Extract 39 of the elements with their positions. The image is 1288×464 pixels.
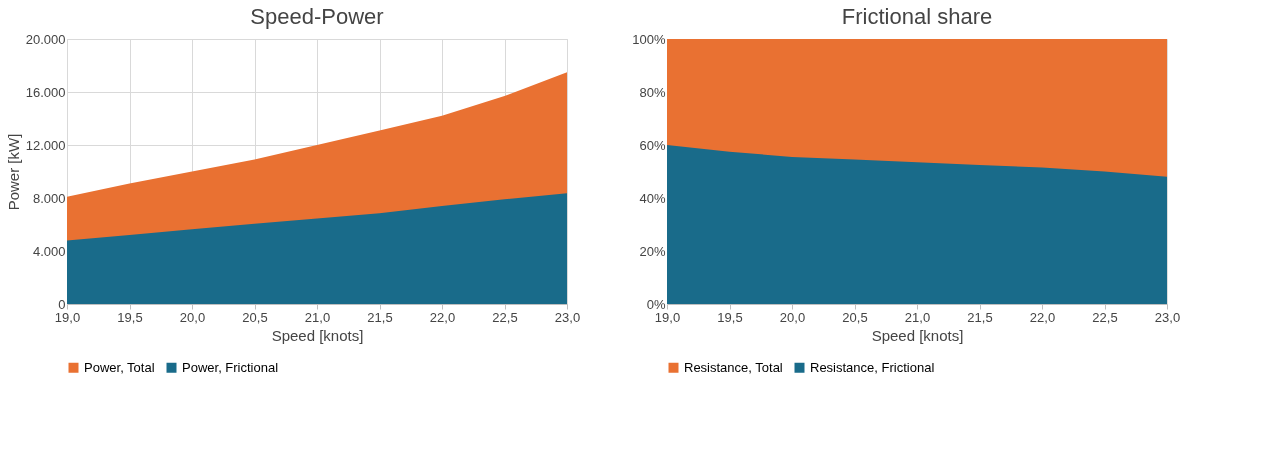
x-tick-label: 19,5 — [117, 309, 143, 325]
y-tick-label: 60% — [639, 137, 666, 153]
y-tick-label: 16.000 — [25, 84, 66, 100]
x-tick-label: 21,0 — [904, 309, 931, 325]
x-tick-label: 19,0 — [54, 309, 81, 325]
x-axis-title: Speed [knots] — [271, 326, 364, 344]
x-tick-label: 20,0 — [779, 309, 806, 325]
x-tick-label: 20,5 — [842, 309, 868, 325]
legend-label: Power, Total — [84, 359, 155, 375]
y-tick-label: 4.000 — [32, 243, 66, 259]
legend-label: Resistance, Total — [684, 359, 783, 375]
y-tick-label: 8.000 — [32, 190, 66, 206]
y-tick-label: 100% — [632, 31, 666, 47]
y-tick-label: 0 — [58, 296, 66, 312]
x-tick-label: 20,5 — [242, 309, 268, 325]
chart-title: Frictional share — [841, 4, 993, 29]
x-tick-label: 22,0 — [1029, 309, 1056, 325]
x-tick-label: 22,0 — [429, 309, 456, 325]
x-tick-label: 23,0 — [554, 309, 581, 325]
x-tick-label: 23,0 — [1154, 309, 1181, 325]
y-tick-label: 20% — [639, 243, 666, 259]
x-tick-label: 22,5 — [492, 309, 518, 325]
x-axis-title: Speed [knots] — [871, 326, 964, 344]
y-tick-label: 0% — [646, 296, 666, 312]
y-tick-label: 80% — [639, 84, 666, 100]
legend-label: Resistance, Frictional — [810, 359, 935, 375]
x-tick-label: 21,0 — [304, 309, 331, 325]
x-tick-label: 20,0 — [179, 309, 206, 325]
y-tick-label: 12.000 — [25, 137, 66, 153]
x-tick-label: 22,5 — [1092, 309, 1118, 325]
legend-label: Power, Frictional — [182, 359, 279, 375]
y-tick-label: 20.000 — [25, 31, 66, 47]
x-tick-label: 21,5 — [967, 309, 993, 325]
x-tick-label: 19,5 — [717, 309, 743, 325]
x-tick-label: 21,5 — [367, 309, 393, 325]
y-axis-title: Power [kW] — [4, 133, 22, 211]
y-tick-label: 40% — [639, 190, 666, 206]
chart-title: Speed-Power — [250, 4, 384, 29]
x-tick-label: 19,0 — [654, 309, 681, 325]
